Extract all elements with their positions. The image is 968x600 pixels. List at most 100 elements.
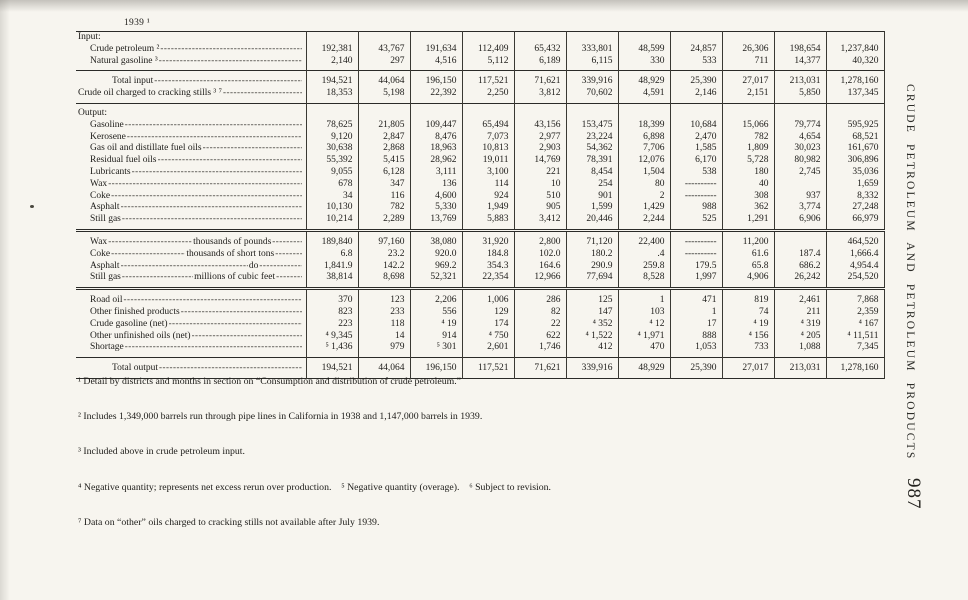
cell: 5,415 xyxy=(357,154,410,166)
cell: 254 xyxy=(565,177,618,190)
row-label-cell: Kerosene xyxy=(76,131,306,143)
cell: 8,698 xyxy=(357,271,410,289)
cell: 6,189 xyxy=(513,54,566,71)
cell: 678 xyxy=(305,177,358,190)
footnote: ² Includes 1,349,000 barrels run through… xyxy=(78,410,483,422)
cell: 44,064 xyxy=(357,357,410,379)
cell: 12,076 xyxy=(617,154,670,166)
cell: 1,504 xyxy=(617,165,670,178)
cell: ---------- xyxy=(669,189,722,202)
cell: 5,728 xyxy=(721,154,774,166)
leader-dots xyxy=(108,178,301,190)
table-row: Gasoline78,62521,805109,44765,49443,1561… xyxy=(76,118,885,131)
cell: 7,073 xyxy=(461,130,514,143)
cell xyxy=(357,31,410,43)
cell: 117,521 xyxy=(461,357,514,379)
table-row: Road oil 3701232,2061,00628612514718192,4… xyxy=(76,287,885,306)
cell: 71,621 xyxy=(513,70,566,88)
cell: 189,840 xyxy=(305,228,358,248)
cell xyxy=(409,31,462,43)
leader-dots xyxy=(160,43,301,55)
row-label: Total output xyxy=(112,363,159,374)
cell: 254,520 xyxy=(825,271,885,289)
row-label: Crude petroleum ² xyxy=(90,43,160,54)
cell: 4,600 xyxy=(409,189,462,202)
cell: 10 xyxy=(513,177,566,190)
cell xyxy=(305,31,358,43)
cell: 114 xyxy=(461,177,514,190)
row-label: Wax xyxy=(90,236,108,247)
cell: 2,146 xyxy=(669,87,722,104)
row-unit-label: thousands of short tons xyxy=(186,248,275,259)
cell: 733 xyxy=(721,341,774,358)
cell: 888 xyxy=(669,329,722,342)
cell: 223 xyxy=(305,317,358,330)
row-label: Gas oil and distillate fuel oils xyxy=(90,143,202,154)
cell: 3,774 xyxy=(773,201,826,214)
cell xyxy=(617,102,670,119)
cell: 2,977 xyxy=(513,130,566,143)
cell: 4,954.4 xyxy=(825,259,885,272)
cell: 412 xyxy=(565,341,618,358)
table-row: Other finished products 82323355612982147… xyxy=(76,305,885,318)
cell: 4,591 xyxy=(617,87,670,104)
cell: 2,289 xyxy=(357,213,410,231)
cell: 180 xyxy=(721,165,774,178)
cell: 26,306 xyxy=(721,42,774,55)
cell xyxy=(617,31,670,43)
cell: ⁵ 301 xyxy=(409,341,462,358)
cell: 23,224 xyxy=(565,130,618,143)
cell xyxy=(721,102,774,119)
cell: 55,392 xyxy=(305,154,358,166)
row-label-cell: Asphalt do xyxy=(76,260,306,272)
cell: 533 xyxy=(669,54,722,71)
cell: 471 xyxy=(669,287,722,306)
cell: 136 xyxy=(409,177,462,190)
cell: 221 xyxy=(513,165,566,178)
cell xyxy=(773,177,826,190)
cell: 187.4 xyxy=(773,247,826,260)
leader-dots xyxy=(159,55,302,67)
cell: 65,432 xyxy=(513,42,566,55)
data-table: Input:Crude petroleum ² 192,38143,767191,… xyxy=(76,31,885,379)
cell: 213,031 xyxy=(773,357,826,379)
cell: 7,706 xyxy=(617,142,670,155)
row-label: Crude oil charged to cracking stills ³ ⁷ xyxy=(78,88,222,99)
cell xyxy=(565,102,618,119)
cell: 6.8 xyxy=(305,247,358,260)
cell: 354.3 xyxy=(461,259,514,272)
cell xyxy=(669,102,722,119)
cell: 22,392 xyxy=(409,87,462,104)
cell: 24,857 xyxy=(669,42,722,55)
cell: 347 xyxy=(357,177,410,190)
cell: 23.2 xyxy=(357,247,410,260)
row-label-cell: Crude gasoline (net) xyxy=(76,318,306,330)
cell: 782 xyxy=(357,201,410,214)
table-row: Input: xyxy=(76,31,885,43)
row-label-cell: Wax xyxy=(76,178,306,190)
footnote: ⁴ Negative quantity; represents net exce… xyxy=(78,481,552,493)
cell: 213,031 xyxy=(773,70,826,88)
cell: 1,666.4 xyxy=(825,247,885,260)
cell: 10,813 xyxy=(461,142,514,155)
cell: 18,353 xyxy=(305,87,358,104)
cell: 2,470 xyxy=(669,130,722,143)
cell: 18,963 xyxy=(409,142,462,155)
cell: 25,390 xyxy=(669,70,722,88)
cell: 1 xyxy=(669,305,722,318)
cell: 6,128 xyxy=(357,165,410,178)
row-unit-label: do xyxy=(248,260,259,271)
cell: 3,100 xyxy=(461,165,514,178)
cell: ⁴ 11,511 xyxy=(825,329,885,342)
cell: 125 xyxy=(565,287,618,306)
cell: 464,520 xyxy=(825,228,885,248)
cell: 339,916 xyxy=(565,70,618,88)
cell xyxy=(461,102,514,119)
cell xyxy=(513,31,566,43)
cell: 2,745 xyxy=(773,165,826,178)
row-label-cell: Still gas xyxy=(76,213,306,230)
cell: 71,621 xyxy=(513,357,566,379)
cell: 97,160 xyxy=(357,228,410,248)
cell: 44,064 xyxy=(357,70,410,88)
